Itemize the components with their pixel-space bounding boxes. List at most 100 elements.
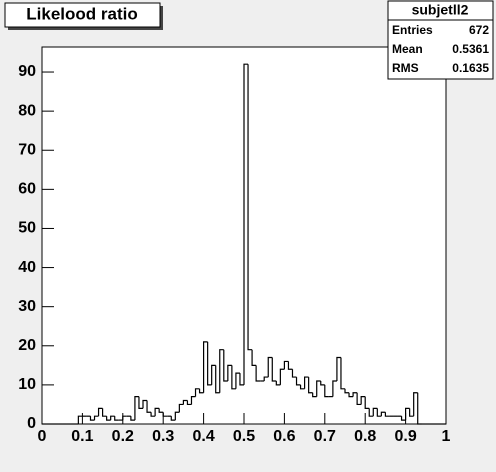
y-tick-label: 70	[18, 141, 36, 158]
x-tick-label: 0.7	[314, 428, 336, 445]
histogram-bin	[110, 415, 115, 421]
stats-value: 0.1635	[452, 61, 489, 75]
histogram-bin	[174, 411, 180, 421]
histogram-bin	[182, 399, 188, 405]
histogram-bin	[219, 349, 224, 393]
histogram-bin	[376, 408, 382, 417]
histogram-bin	[405, 407, 410, 421]
x-tick-label: 0.9	[394, 428, 416, 445]
histogram-bin	[138, 396, 143, 409]
histogram-bin	[162, 412, 168, 417]
histogram-bin	[203, 341, 208, 393]
x-tick-label: 0.5	[233, 428, 255, 445]
y-tick-label: 50	[18, 220, 36, 237]
histogram-bin	[291, 369, 297, 378]
x-tick-label: 0.4	[192, 428, 214, 445]
histogram-bin	[223, 349, 228, 382]
histogram-bin	[340, 357, 345, 390]
histogram-bin	[170, 416, 176, 421]
histogram-bin	[186, 400, 192, 406]
y-tick-label: 10	[18, 376, 36, 393]
histogram-bin	[89, 416, 95, 421]
histogram-bin	[271, 357, 277, 382]
histogram-bin	[308, 377, 313, 394]
histogram-bin	[299, 384, 305, 390]
histogram-bin	[312, 392, 317, 398]
histogram-bin	[360, 396, 366, 405]
y-tick-label: 90	[18, 63, 36, 80]
y-tick-label: 0	[27, 415, 36, 432]
histogram-bin	[211, 364, 216, 385]
histogram-bin	[231, 365, 236, 390]
histogram-bin	[332, 380, 337, 397]
histogram-bin	[336, 356, 341, 381]
histogram-bin	[150, 412, 156, 417]
histogram-bin	[352, 392, 358, 397]
histogram-bin	[279, 368, 285, 385]
histogram-bin	[154, 407, 160, 417]
histogram-bin	[380, 411, 386, 417]
histogram-bin	[194, 388, 200, 397]
histogram-bin	[239, 373, 244, 386]
histogram-bin	[348, 392, 354, 398]
histogram-bin	[320, 380, 325, 386]
y-tick-label: 40	[18, 259, 36, 276]
histogram-bin	[417, 392, 422, 425]
x-tick-label: 1	[442, 428, 451, 445]
x-tick-label: 0.6	[273, 428, 295, 445]
histogram-bin	[275, 380, 281, 386]
histogram-bin	[198, 388, 204, 394]
stats-label: RMS	[392, 61, 419, 75]
x-tick-label: 0.2	[112, 428, 134, 445]
histogram-bin	[93, 415, 99, 421]
y-tick-label: 60	[18, 181, 36, 198]
stats-label: Mean	[392, 42, 423, 56]
stats-label: Entries	[392, 23, 433, 37]
histogram-bin	[142, 399, 148, 409]
histogram-bin	[215, 365, 220, 394]
histogram-bin	[287, 361, 293, 370]
histogram-bin	[134, 396, 139, 421]
stats-value: 0.5361	[452, 42, 489, 56]
histogram-bin	[77, 415, 83, 424]
title-box	[4, 2, 161, 28]
histogram-bin	[356, 392, 362, 406]
histogram-bin	[364, 396, 370, 409]
histogram-bin	[97, 407, 103, 417]
histogram-bin	[316, 380, 321, 397]
histogram-bin	[247, 64, 253, 351]
stats-value: 672	[469, 23, 489, 37]
histogram-bin	[255, 365, 261, 382]
chart-title: Likelood ratio	[26, 4, 137, 23]
histogram-bin	[102, 408, 107, 417]
histogram-bin	[207, 341, 212, 386]
histogram-bin	[324, 384, 329, 398]
histogram-bin	[413, 392, 418, 417]
x-tick-label: 0.1	[71, 428, 93, 445]
histogram-bin	[344, 388, 350, 394]
y-tick-label: 30	[18, 298, 36, 315]
x-tick-label: 0.8	[354, 428, 376, 445]
histogram-bin	[368, 408, 374, 417]
histogram-bin	[372, 407, 378, 417]
stats-box	[387, 0, 494, 80]
histogram-bin	[263, 376, 269, 381]
histogram-bin	[251, 349, 257, 366]
histogram-bin	[178, 403, 184, 413]
histogram-bin	[400, 416, 406, 421]
histogram-bin	[227, 364, 232, 381]
histogram-bin	[409, 408, 414, 417]
histogram-bin	[304, 376, 309, 389]
y-tick-label: 20	[18, 337, 36, 354]
histogram-bin	[158, 408, 164, 413]
histogram-bin	[295, 377, 301, 386]
histogram-bin	[122, 415, 127, 421]
histogram-bin	[130, 416, 135, 421]
histogram-bin	[283, 360, 289, 370]
y-tick-label: 80	[18, 102, 36, 119]
histogram-bin	[243, 63, 249, 385]
histogram-bin	[267, 356, 273, 378]
x-tick-label: 0	[38, 428, 47, 445]
histogram-bin	[146, 400, 152, 413]
